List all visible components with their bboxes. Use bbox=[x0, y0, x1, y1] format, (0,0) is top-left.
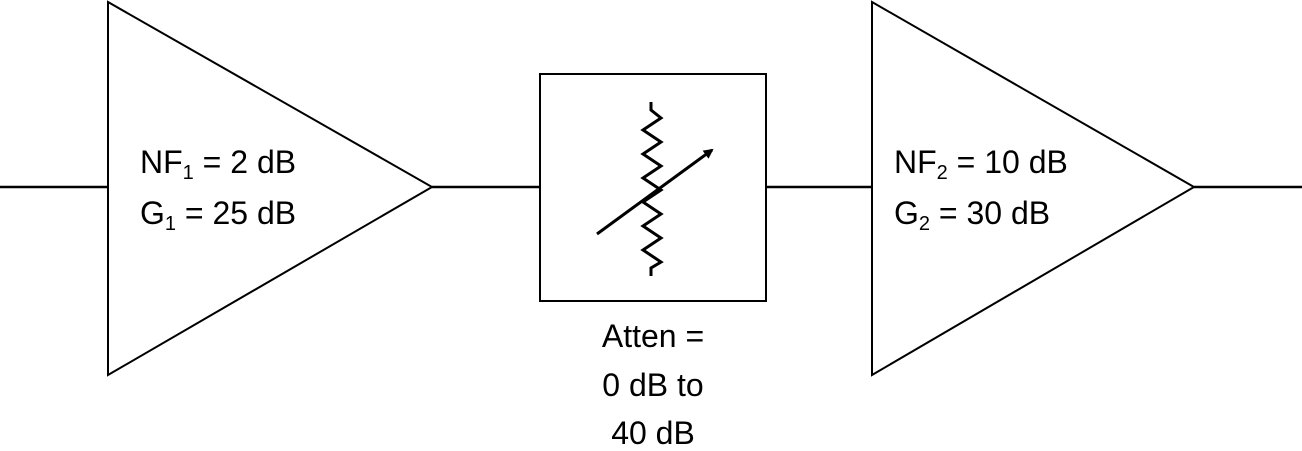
attenuator-caption-line-1: Atten = bbox=[601, 318, 705, 354]
variable-resistor-icon bbox=[596, 102, 714, 276]
amplifier-2-triangle bbox=[871, 0, 1196, 377]
attenuator-caption-line-2: 0 dB to bbox=[602, 367, 704, 403]
amp2-gain-label: G2 = 30 dB bbox=[894, 195, 1051, 235]
attenuator-box bbox=[539, 73, 767, 302]
amp1-noise-figure-label: NF1 = 2 dB bbox=[140, 144, 297, 184]
amp1-gain-label: G1 = 25 dB bbox=[140, 195, 297, 235]
attenuator-caption-line-3: 40 dB bbox=[611, 415, 695, 451]
amp2-noise-figure-label: NF2 = 10 dB bbox=[894, 144, 1068, 184]
amplifier-1-triangle bbox=[107, 0, 435, 377]
